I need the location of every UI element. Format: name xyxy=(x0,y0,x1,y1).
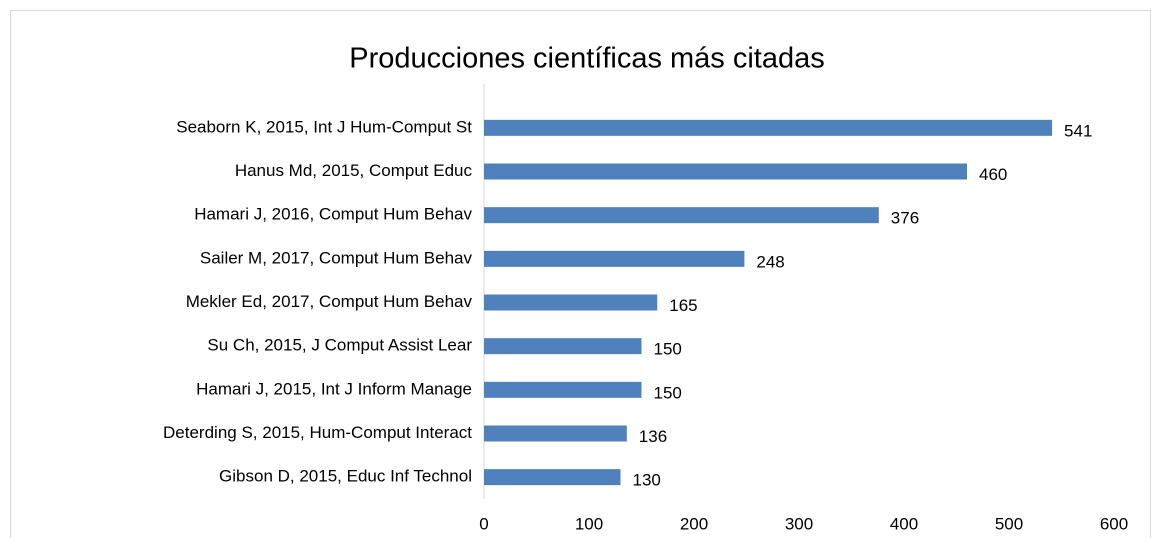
bar xyxy=(484,207,879,224)
value-label: 130 xyxy=(633,471,661,490)
bar xyxy=(484,381,642,398)
x-tick-label: 100 xyxy=(575,514,603,533)
y-tick-label: Hamari J, 2016, Comput Hum Behav xyxy=(194,205,472,224)
x-tick-label: 500 xyxy=(995,514,1023,533)
y-tick-label: Sailer M, 2017, Comput Hum Behav xyxy=(200,248,473,267)
bar xyxy=(484,425,627,442)
y-tick-label: Seaborn K, 2015, Int J Hum-Comput St xyxy=(176,117,472,136)
y-tick-label: Mekler Ed, 2017, Comput Hum Behav xyxy=(186,292,473,311)
y-tick-label: Su Ch, 2015, J Comput Assist Lear xyxy=(207,336,472,355)
x-tick-label: 0 xyxy=(479,514,488,533)
value-label: 376 xyxy=(891,209,919,228)
x-tick-label: 300 xyxy=(785,514,813,533)
bar xyxy=(484,119,1053,136)
value-label: 541 xyxy=(1064,121,1092,140)
x-tick-label: 200 xyxy=(680,514,708,533)
y-tick-label: Deterding S, 2015, Hum-Comput Interact xyxy=(163,423,472,442)
bar xyxy=(484,469,621,486)
bar xyxy=(484,250,745,267)
value-label: 150 xyxy=(654,340,682,359)
value-label: 136 xyxy=(639,427,667,446)
y-tick-label: Hanus Md, 2015, Comput Educ xyxy=(235,161,473,180)
value-label: 165 xyxy=(669,296,697,315)
y-tick-label: Hamari J, 2015, Int J Inform Manage xyxy=(196,379,472,398)
bar xyxy=(484,338,642,355)
value-label: 248 xyxy=(756,252,784,271)
value-label: 150 xyxy=(654,383,682,402)
x-tick-label: 600 xyxy=(1100,514,1128,533)
bar xyxy=(484,294,658,311)
chart-frame xyxy=(10,10,1151,538)
value-label: 460 xyxy=(979,165,1007,184)
chart-title: Producciones científicas más citadas xyxy=(349,43,825,75)
y-tick-label: Gibson D, 2015, Educ Inf Technol xyxy=(219,467,472,486)
bar xyxy=(484,163,967,180)
x-tick-label: 400 xyxy=(890,514,918,533)
